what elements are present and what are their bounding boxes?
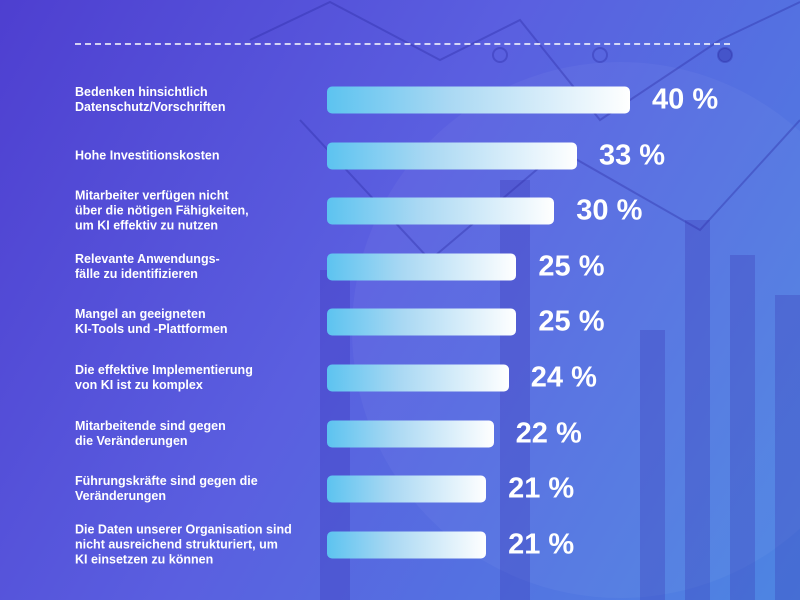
bar	[327, 308, 517, 336]
value-label: 33 %	[598, 139, 666, 172]
category-label: Die Daten unserer Organisation sind nicht…	[75, 522, 292, 567]
bar	[327, 420, 494, 448]
category-label: Mangel an geeigneten KI-Tools und -Plattf…	[75, 307, 228, 337]
category-label: Die effektive Implementierung von KI ist …	[75, 363, 253, 392]
value-label: 24 %	[530, 361, 597, 394]
category-label: Bedenken hinsichtlich Datenschutz/Vorschr…	[75, 85, 226, 114]
bar	[327, 253, 517, 281]
bar	[327, 86, 630, 114]
value-label: 21 %	[508, 472, 575, 505]
category-label: Hohe Investitionskosten	[75, 148, 220, 163]
value-label: 40 %	[652, 83, 719, 116]
bar	[327, 531, 487, 559]
bar	[327, 197, 555, 225]
bar	[327, 364, 509, 392]
category-label: Relevante Anwendungs-fälle zu identifizi…	[75, 251, 220, 281]
category-label: Mitarbeiter verfügen nicht über die nötig…	[75, 188, 249, 233]
bar	[327, 142, 577, 170]
category-label: Führungskräfte sind gegen die Veränderung…	[75, 474, 258, 504]
value-label: 22 %	[515, 417, 582, 450]
value-label: 21 %	[508, 528, 575, 561]
bar	[327, 475, 487, 503]
category-label: Mitarbeitende sind gegen die Veränderunge…	[75, 418, 226, 448]
divider-line	[75, 43, 730, 45]
value-label: 30 %	[576, 194, 643, 227]
value-label: 25 %	[538, 305, 605, 338]
value-label: 25 %	[538, 250, 605, 283]
